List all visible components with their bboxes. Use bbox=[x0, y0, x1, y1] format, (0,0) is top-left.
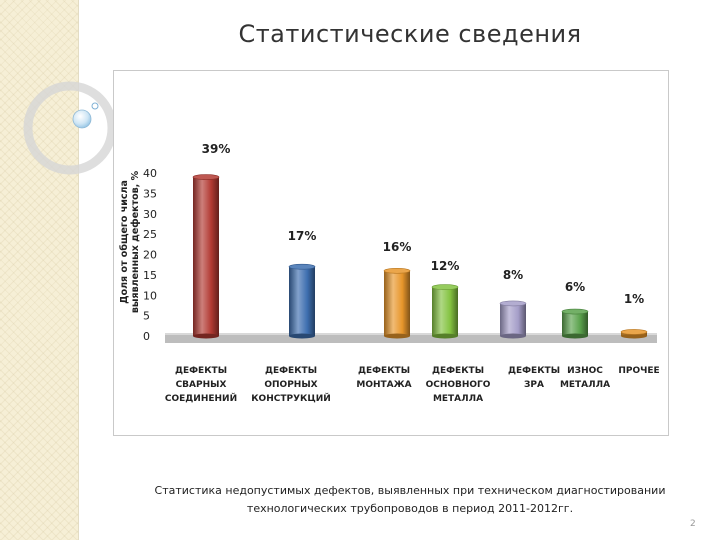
y-tick-label: 30 bbox=[143, 208, 157, 221]
category-label: ДЕФЕКТЫ ОСНОВНОГО МЕТАЛЛА bbox=[426, 366, 491, 404]
category-label: ДЕФЕКТЫ МОНТАЖА bbox=[356, 366, 411, 390]
y-tick-label: 10 bbox=[143, 289, 157, 302]
bar bbox=[561, 308, 589, 339]
caption-line-2: технологических трубопроводов в период 2… bbox=[246, 502, 574, 515]
caption-line-1: Статистика недопустимых дефектов, выявле… bbox=[154, 484, 666, 497]
y-tick-label: 40 bbox=[143, 167, 157, 180]
category-label: ИЗНОС МЕТАЛЛА bbox=[560, 366, 610, 390]
y-tick-label: 35 bbox=[143, 187, 157, 200]
y-tick-label: 0 bbox=[143, 330, 150, 343]
bars bbox=[192, 174, 648, 339]
y-axis-label-line: выявленных дефектов, % bbox=[130, 170, 141, 313]
category-label: ДЕФЕКТЫ ОПОРНЫХ КОНСТРУКЦИЙ bbox=[251, 366, 331, 404]
data-label: 6% bbox=[565, 280, 585, 294]
slide-caption: Статистика недопустимых дефектов, выявле… bbox=[120, 482, 700, 518]
y-axis-label-line: Доля от общего числа bbox=[119, 180, 130, 304]
bar-chart: Доля от общего числа выявленных дефектов,… bbox=[119, 142, 660, 404]
decor-bubble-large bbox=[72, 109, 92, 129]
category-label: ДЕФЕКТЫ ЗРА bbox=[508, 366, 560, 390]
bar bbox=[499, 300, 527, 339]
category-label: ПРОЧЕЕ bbox=[618, 366, 659, 376]
data-label: 16% bbox=[383, 240, 412, 254]
chart-floor-highlight bbox=[165, 333, 657, 335]
y-tick-label: 5 bbox=[143, 310, 150, 323]
data-label: 8% bbox=[503, 268, 523, 282]
bar bbox=[620, 329, 648, 339]
decorative-circles bbox=[23, 81, 117, 175]
y-axis-label: Доля от общего числа выявленных дефектов,… bbox=[119, 170, 141, 313]
bar bbox=[383, 268, 411, 339]
bar bbox=[431, 284, 459, 339]
y-tick-label: 25 bbox=[143, 228, 157, 241]
data-labels: 39% 17% 16% 12% 8% 6% 1% bbox=[202, 142, 645, 306]
slide-title: Статистические сведения bbox=[238, 20, 582, 48]
data-label: 17% bbox=[288, 229, 317, 243]
data-label: 1% bbox=[624, 292, 644, 306]
y-tick-label: 20 bbox=[143, 249, 157, 262]
category-labels: ДЕФЕКТЫ СВАРНЫХ СОЕДИНЕНИЙ ДЕФЕКТЫ ОПОРНЫХ КО… bbox=[165, 366, 660, 404]
decor-bubble-small bbox=[91, 102, 99, 110]
data-label: 12% bbox=[431, 259, 460, 273]
bar bbox=[192, 174, 220, 339]
y-axis-ticks: 0 5 10 15 20 25 30 35 40 bbox=[143, 167, 157, 343]
stripe-divider bbox=[78, 0, 79, 540]
data-label: 39% bbox=[202, 142, 231, 156]
bar bbox=[288, 263, 316, 339]
y-tick-label: 15 bbox=[143, 269, 157, 282]
chart-floor bbox=[165, 333, 657, 343]
decor-ring bbox=[23, 81, 117, 175]
page-number: 2 bbox=[690, 519, 696, 529]
category-label: ДЕФЕКТЫ СВАРНЫХ СОЕДИНЕНИЙ bbox=[165, 366, 237, 404]
